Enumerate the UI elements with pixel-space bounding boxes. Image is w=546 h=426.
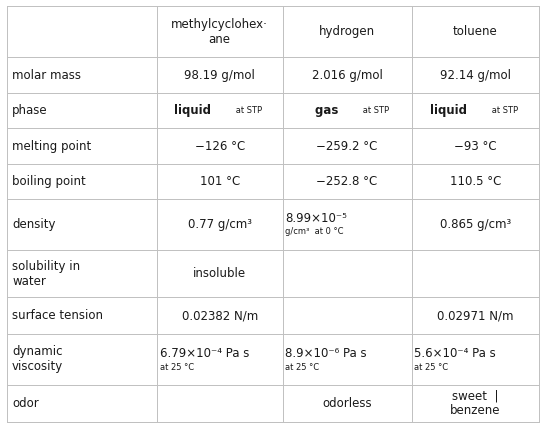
- Text: 0.77 g/cm³: 0.77 g/cm³: [188, 219, 252, 231]
- Text: at 25 °C: at 25 °C: [414, 363, 448, 372]
- Text: 6.79×10⁻⁴ Pa s: 6.79×10⁻⁴ Pa s: [159, 347, 249, 360]
- Text: −126 °C: −126 °C: [194, 140, 245, 153]
- Text: 0.865 g/cm³: 0.865 g/cm³: [440, 219, 511, 231]
- Text: toluene: toluene: [453, 26, 498, 38]
- Text: at STP: at STP: [347, 106, 389, 115]
- Text: −93 °C: −93 °C: [454, 140, 497, 153]
- Text: −252.8 °C: −252.8 °C: [317, 175, 378, 188]
- Text: odor: odor: [12, 397, 39, 410]
- Text: 0.02971 N/m: 0.02971 N/m: [437, 309, 514, 322]
- Text: dynamic
viscosity: dynamic viscosity: [12, 345, 63, 374]
- Text: at STP: at STP: [219, 106, 262, 115]
- Text: insoluble: insoluble: [193, 267, 246, 280]
- Text: 110.5 °C: 110.5 °C: [450, 175, 501, 188]
- Text: sweet  |
benzene: sweet | benzene: [450, 389, 501, 417]
- Text: at 25 °C: at 25 °C: [286, 363, 319, 372]
- Text: 8.9×10⁻⁶ Pa s: 8.9×10⁻⁶ Pa s: [286, 347, 367, 360]
- Text: 98.19 g/mol: 98.19 g/mol: [184, 69, 255, 82]
- Text: at 25 °C: at 25 °C: [159, 363, 194, 372]
- Text: solubility in
water: solubility in water: [12, 260, 80, 288]
- Text: 2.016 g/mol: 2.016 g/mol: [312, 69, 383, 82]
- Text: 5.6×10⁻⁴ Pa s: 5.6×10⁻⁴ Pa s: [414, 347, 496, 360]
- Text: odorless: odorless: [322, 397, 372, 410]
- Text: 101 °C: 101 °C: [200, 175, 240, 188]
- Text: at STP: at STP: [476, 106, 518, 115]
- Text: density: density: [12, 219, 56, 231]
- Text: liquid: liquid: [175, 104, 219, 117]
- Text: gas: gas: [316, 104, 347, 117]
- Text: −259.2 °C: −259.2 °C: [316, 140, 378, 153]
- Text: boiling point: boiling point: [12, 175, 86, 188]
- Text: molar mass: molar mass: [12, 69, 81, 82]
- Text: liquid: liquid: [430, 104, 476, 117]
- Text: melting point: melting point: [12, 140, 91, 153]
- Text: surface tension: surface tension: [12, 309, 103, 322]
- Text: 92.14 g/mol: 92.14 g/mol: [440, 69, 511, 82]
- Text: phase: phase: [12, 104, 48, 117]
- Text: 8.99×10⁻⁵: 8.99×10⁻⁵: [286, 212, 347, 225]
- Text: 0.02382 N/m: 0.02382 N/m: [182, 309, 258, 322]
- Text: g/cm³  at 0 °C: g/cm³ at 0 °C: [286, 227, 344, 236]
- Text: hydrogen: hydrogen: [319, 26, 375, 38]
- Text: methylcyclohex·
ane: methylcyclohex· ane: [171, 18, 268, 46]
